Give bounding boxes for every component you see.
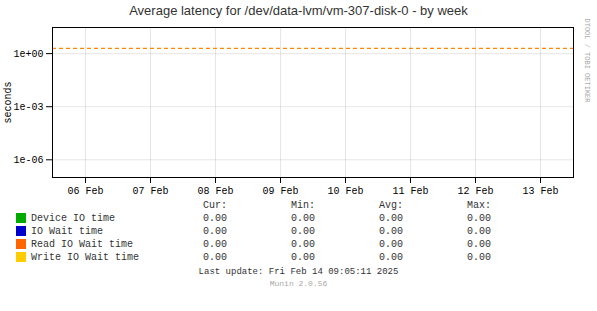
html-text:0.00: 0.00 xyxy=(379,239,403,250)
svg-text:09 Feb: 09 Feb xyxy=(262,186,298,197)
html-text:0.00: 0.00 xyxy=(203,213,227,224)
svg-text:08 Feb: 08 Feb xyxy=(197,186,233,197)
html-text:Max:: Max: xyxy=(467,200,491,211)
html-text:0.00: 0.00 xyxy=(467,213,491,224)
html-text:0.00: 0.00 xyxy=(291,226,315,237)
html-text:0.00: 0.00 xyxy=(379,213,403,224)
html-text:Device IO time: Device IO time xyxy=(31,213,115,224)
html-text:0.00: 0.00 xyxy=(467,226,491,237)
svg-text:1e-03: 1e-03 xyxy=(13,102,43,113)
html-text:0.00: 0.00 xyxy=(203,252,227,263)
html-text:0.00: 0.00 xyxy=(203,226,227,237)
svg-text:10 Feb: 10 Feb xyxy=(327,186,363,197)
svg-text:1e-06: 1e-06 xyxy=(13,155,43,166)
html-text:IO Wait time: IO Wait time xyxy=(31,226,103,237)
svg-text:12 Feb: 12 Feb xyxy=(457,186,493,197)
html-text:Last update: Fri Feb 14 09:05:: Last update: Fri Feb 14 09:05:11 2025 xyxy=(198,267,399,277)
svg-text:RRDTOOL / TOBI OETIKER: RRDTOOL / TOBI OETIKER xyxy=(583,19,591,103)
svg-text:11 Feb: 11 Feb xyxy=(392,186,428,197)
html-text:0.00: 0.00 xyxy=(379,226,403,237)
html-text:0.00: 0.00 xyxy=(467,239,491,250)
html-text:Min:: Min: xyxy=(291,200,315,211)
html-text:0.00: 0.00 xyxy=(291,252,315,263)
html-text:0.00: 0.00 xyxy=(467,252,491,263)
svg-text:07 Feb: 07 Feb xyxy=(132,186,168,197)
html-text:Avg:: Avg: xyxy=(379,200,403,211)
svg-text:1e+00: 1e+00 xyxy=(13,49,43,60)
html-text:Average latency for /dev/data-: Average latency for /dev/data-lvm/vm-307… xyxy=(129,3,468,18)
svg-text:seconds: seconds xyxy=(3,81,14,123)
html-text:0.00: 0.00 xyxy=(379,252,403,263)
html-text:Munin 2.0.56: Munin 2.0.56 xyxy=(269,279,328,288)
html-text:Write IO Wait time: Write IO Wait time xyxy=(31,252,139,263)
html-text:0.00: 0.00 xyxy=(203,239,227,250)
html-text:0.00: 0.00 xyxy=(291,213,315,224)
svg-text:06 Feb: 06 Feb xyxy=(67,186,103,197)
svg-text:13 Feb: 13 Feb xyxy=(522,186,558,197)
html-text:Cur:: Cur: xyxy=(203,200,227,211)
html-text:0.00: 0.00 xyxy=(291,239,315,250)
html-text:Read IO Wait time: Read IO Wait time xyxy=(31,239,133,250)
